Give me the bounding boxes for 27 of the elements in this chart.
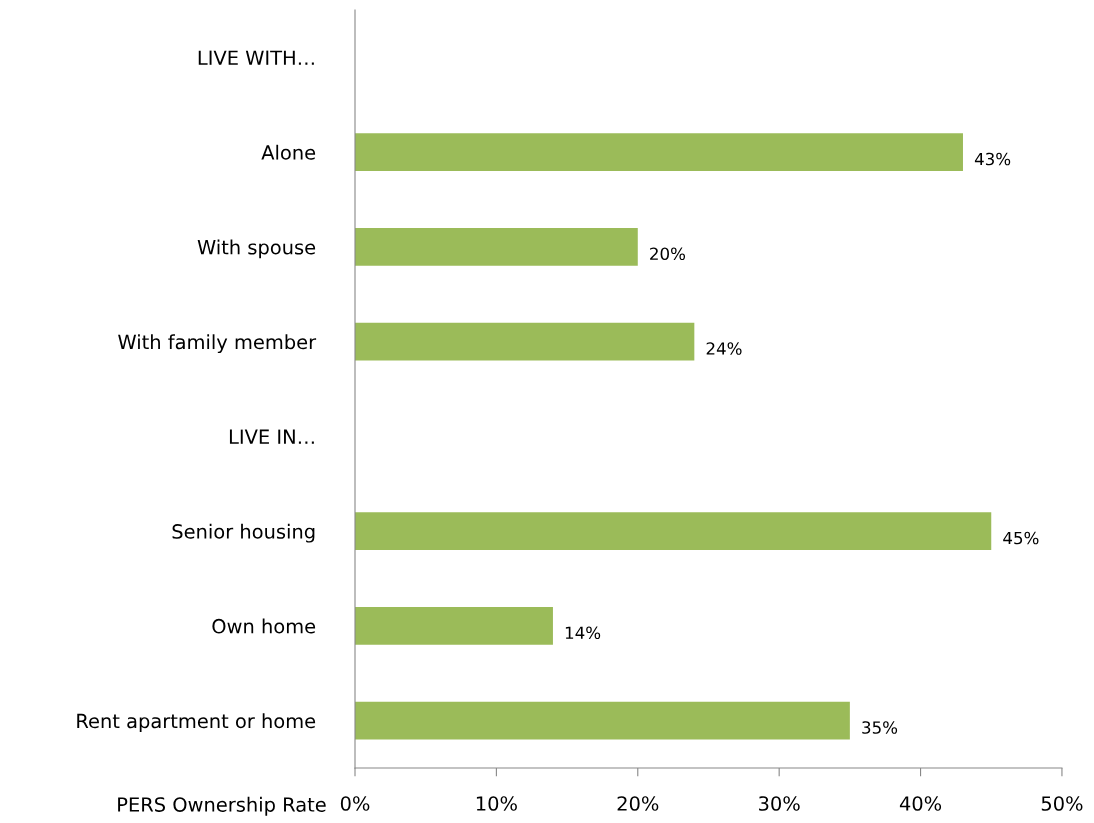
- bar: [355, 322, 695, 361]
- bar: [355, 512, 992, 551]
- y-tick-label: Alone: [261, 144, 316, 160]
- x-tick-label: 10%: [476, 796, 517, 811]
- y-tick-label: LIVE WITH…: [198, 50, 314, 65]
- x-tick-label: 50%: [1041, 796, 1083, 811]
- y-tick-label: Own home: [212, 618, 316, 634]
- bar: [355, 133, 963, 172]
- x-tick-label: 30%: [759, 796, 800, 811]
- y-tick-label: LIVE IN…: [229, 429, 314, 444]
- x-axis-title: PERS Ownership Rate: [118, 796, 326, 816]
- y-tick-label: Senior housing: [172, 523, 315, 543]
- bar: [355, 606, 553, 645]
- data-label: 20%: [650, 247, 686, 261]
- x-tick-label: 20%: [617, 796, 659, 811]
- x-tick-label: 40%: [899, 796, 942, 811]
- data-label: 35%: [862, 721, 898, 734]
- data-label: 43%: [974, 152, 1011, 166]
- y-tick-label: With spouse: [197, 239, 316, 259]
- data-label: 45%: [1003, 531, 1039, 545]
- x-tick-label: 0%: [340, 796, 370, 811]
- y-tick-label: Rent apartment or home: [77, 713, 316, 733]
- bar: [355, 701, 850, 740]
- data-label: 24%: [706, 342, 742, 355]
- y-tick-label: With family member: [118, 334, 317, 354]
- bar: [355, 227, 638, 266]
- data-label: 14%: [565, 626, 601, 640]
